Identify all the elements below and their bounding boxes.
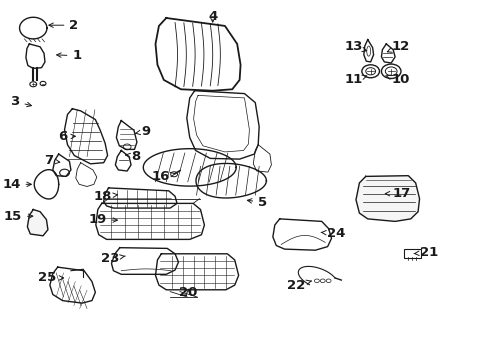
Text: 9: 9 xyxy=(136,125,151,138)
Text: 19: 19 xyxy=(88,213,117,226)
Text: 16: 16 xyxy=(151,170,175,183)
Text: 21: 21 xyxy=(413,246,437,259)
Polygon shape xyxy=(355,176,419,221)
Text: 6: 6 xyxy=(58,130,75,143)
Text: 24: 24 xyxy=(321,227,345,240)
Text: 12: 12 xyxy=(386,40,408,53)
Text: 5: 5 xyxy=(247,196,267,209)
Text: 15: 15 xyxy=(4,210,33,223)
Text: 2: 2 xyxy=(49,19,79,32)
Text: 18: 18 xyxy=(93,190,117,203)
Text: 17: 17 xyxy=(385,187,409,200)
Text: 14: 14 xyxy=(2,178,31,191)
Text: 11: 11 xyxy=(344,73,366,86)
Text: 10: 10 xyxy=(385,73,409,86)
Text: 25: 25 xyxy=(38,271,63,284)
Text: 4: 4 xyxy=(208,10,217,23)
Text: 3: 3 xyxy=(10,95,31,108)
Polygon shape xyxy=(27,210,48,236)
Text: 13: 13 xyxy=(344,40,366,53)
Text: 1: 1 xyxy=(57,49,81,62)
Text: 20: 20 xyxy=(179,286,197,299)
Text: 23: 23 xyxy=(101,252,125,265)
Text: 22: 22 xyxy=(287,279,311,292)
Text: 8: 8 xyxy=(125,150,140,163)
Text: 7: 7 xyxy=(43,154,60,167)
